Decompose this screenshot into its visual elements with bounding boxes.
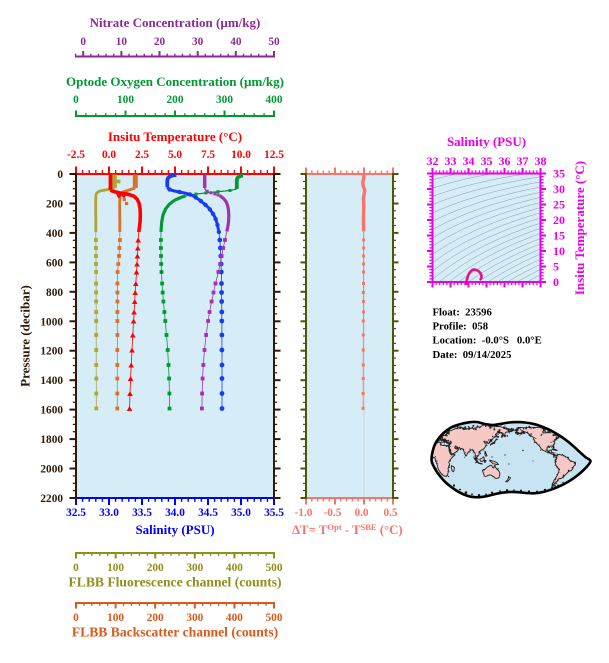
svg-text:800: 800 <box>46 287 63 299</box>
svg-text:37: 37 <box>517 154 529 168</box>
svg-text:300: 300 <box>216 94 233 106</box>
svg-text:300: 300 <box>186 612 203 624</box>
svg-text:40: 40 <box>230 36 242 48</box>
svg-text:Date: 09/14/2025: Date: 09/14/2025 <box>433 349 512 361</box>
svg-text:1000: 1000 <box>40 316 63 328</box>
svg-text:38: 38 <box>535 154 547 168</box>
svg-text:0.5: 0.5 <box>383 507 397 519</box>
svg-text:Nitrate Concentration (µm/kg): Nitrate Concentration (µm/kg) <box>90 15 261 30</box>
svg-text:-2.5: -2.5 <box>67 149 85 161</box>
svg-text:35.0: 35.0 <box>231 507 251 519</box>
svg-text:34.0: 34.0 <box>165 507 185 519</box>
svg-text:100: 100 <box>117 94 134 106</box>
svg-text:33.0: 33.0 <box>99 507 119 519</box>
svg-text:5: 5 <box>553 260 559 274</box>
svg-text:FLBB Fluorescence channel (cou: FLBB Fluorescence channel (counts) <box>68 575 281 591</box>
svg-text:FLBB Backscatter channel (coun: FLBB Backscatter channel (counts) <box>72 625 278 641</box>
svg-text:25: 25 <box>553 198 565 212</box>
svg-text:0: 0 <box>73 562 79 574</box>
svg-text:0.0: 0.0 <box>102 149 116 161</box>
svg-text:Profile: 058: Profile: 058 <box>433 321 489 333</box>
svg-text:35: 35 <box>553 167 565 181</box>
svg-text:100: 100 <box>107 612 124 624</box>
svg-text:1400: 1400 <box>40 375 63 387</box>
svg-text:200: 200 <box>167 94 184 106</box>
svg-text:15: 15 <box>553 229 565 243</box>
svg-text:0.0: 0.0 <box>354 507 368 519</box>
svg-text:400: 400 <box>226 562 243 574</box>
svg-text:500: 500 <box>266 612 283 624</box>
svg-text:7.5: 7.5 <box>201 149 215 161</box>
svg-text:Location: -0.0°S 0.0°E: Location: -0.0°S 0.0°E <box>433 335 542 347</box>
svg-text:2000: 2000 <box>40 464 63 476</box>
svg-text:Pressure (decibar): Pressure (decibar) <box>18 285 33 387</box>
svg-text:-1.0: -1.0 <box>295 507 313 519</box>
svg-text:Float: 23596: Float: 23596 <box>433 307 493 319</box>
svg-text:1600: 1600 <box>40 405 63 417</box>
svg-text:30: 30 <box>192 36 204 48</box>
svg-text:1800: 1800 <box>40 434 63 446</box>
svg-text:20: 20 <box>553 213 565 227</box>
svg-text:12.5: 12.5 <box>264 149 284 161</box>
svg-text:0: 0 <box>553 275 559 289</box>
svg-text:400: 400 <box>46 228 63 240</box>
svg-text:0: 0 <box>73 612 79 624</box>
svg-text:36: 36 <box>499 154 511 168</box>
svg-text:200: 200 <box>46 198 63 210</box>
svg-text:200: 200 <box>147 612 164 624</box>
svg-text:Insitu Temperature (°C): Insitu Temperature (°C) <box>572 161 587 295</box>
svg-text:Insitu Temperature (°C): Insitu Temperature (°C) <box>108 129 242 144</box>
svg-text:0: 0 <box>57 169 63 181</box>
svg-text:2200: 2200 <box>40 493 63 505</box>
svg-text:10.0: 10.0 <box>231 149 251 161</box>
svg-text:32.5: 32.5 <box>66 507 86 519</box>
svg-text:2.5: 2.5 <box>135 149 149 161</box>
svg-text:100: 100 <box>107 562 124 574</box>
svg-text:33: 33 <box>445 154 457 168</box>
svg-text:0: 0 <box>80 36 86 48</box>
svg-text:300: 300 <box>186 562 203 574</box>
svg-text:5.0: 5.0 <box>168 149 182 161</box>
svg-text:50: 50 <box>268 36 280 48</box>
svg-text:Salinity (PSU): Salinity (PSU) <box>135 522 214 537</box>
svg-text:30: 30 <box>553 182 565 196</box>
svg-text:Salinity (PSU): Salinity (PSU) <box>447 134 526 149</box>
svg-text:200: 200 <box>147 562 164 574</box>
svg-text:32: 32 <box>427 154 439 168</box>
svg-text:34: 34 <box>463 154 475 168</box>
svg-text:1200: 1200 <box>40 346 63 358</box>
svg-text:-0.5: -0.5 <box>324 507 342 519</box>
svg-text:600: 600 <box>46 257 63 269</box>
svg-text:0: 0 <box>73 94 79 106</box>
svg-text:34.5: 34.5 <box>198 507 218 519</box>
svg-text:10: 10 <box>116 36 128 48</box>
svg-text:400: 400 <box>226 612 243 624</box>
svg-text:33.5: 33.5 <box>132 507 152 519</box>
svg-text:ΔT= TOpt - TSBE (°C): ΔT= TOpt - TSBE (°C) <box>292 522 403 537</box>
svg-text:400: 400 <box>266 94 283 106</box>
svg-text:20: 20 <box>154 36 166 48</box>
svg-text:35.5: 35.5 <box>264 507 284 519</box>
svg-text:10: 10 <box>553 244 565 258</box>
svg-text:35: 35 <box>481 154 493 168</box>
svg-text:500: 500 <box>266 562 283 574</box>
svg-text:Optode Oxygen Concentration (µ: Optode Oxygen Concentration (µm/kg) <box>66 74 284 89</box>
